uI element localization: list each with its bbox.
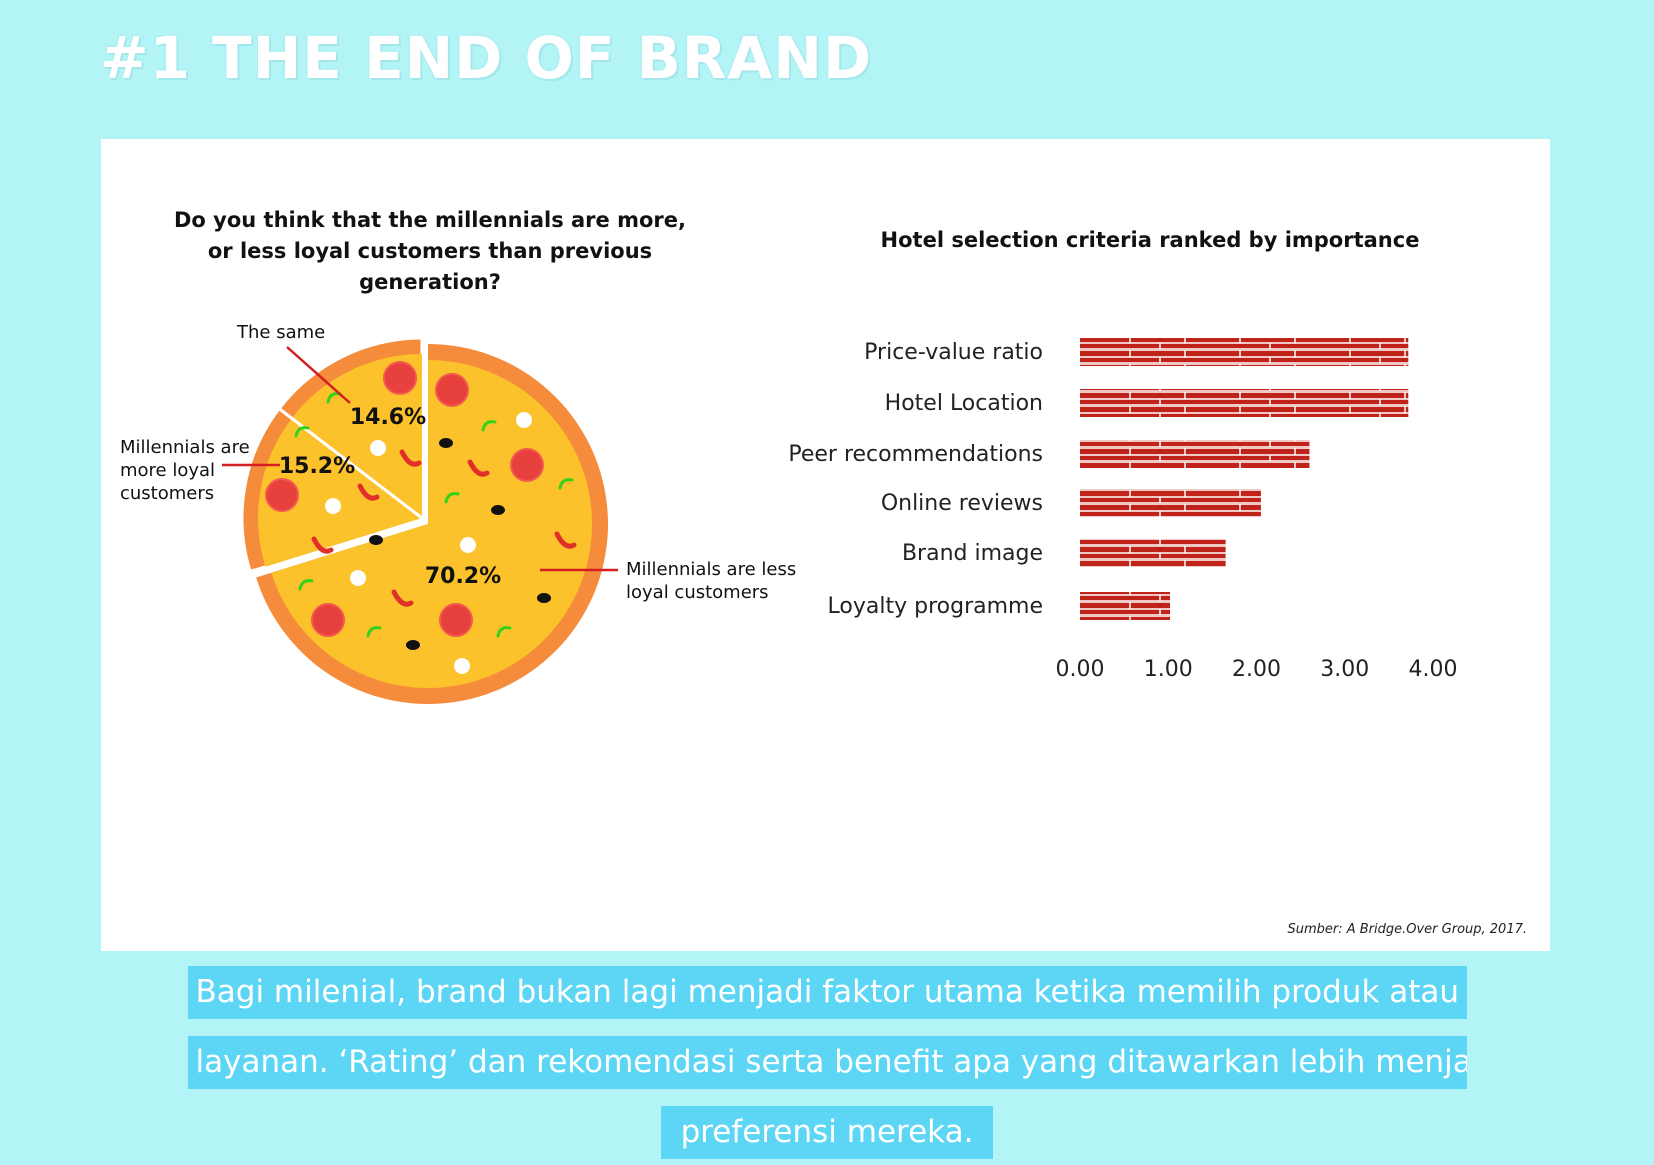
- pepperoni-topping-icon: [311, 603, 345, 637]
- bar-price-value-ratio: [1080, 338, 1409, 366]
- olive-topping-icon: [369, 535, 383, 545]
- herb-topping-icon: [294, 426, 310, 438]
- chart-panel: [101, 139, 1550, 951]
- pie-chart-title: Do you think that the millennials are mo…: [174, 208, 686, 294]
- pepperoni-topping-icon: [439, 603, 473, 637]
- mushroom-topping-icon: [454, 658, 470, 674]
- chili-topping-icon: [357, 483, 380, 501]
- olive-topping-icon: [537, 593, 551, 603]
- herb-topping-icon: [558, 478, 574, 490]
- x-tick-label: 4.00: [1409, 657, 1458, 682]
- bar-category-label: Brand image: [902, 541, 1043, 566]
- x-tick-label: 0.00: [1056, 657, 1105, 682]
- herb-topping-icon: [496, 626, 512, 638]
- leader-line-same: [286, 346, 351, 404]
- page-title: #1 THE END OF BRAND: [100, 24, 873, 92]
- bar-category-label: Loyalty programme: [828, 594, 1043, 619]
- caption-line-2: layanan. ‘Rating’ dan rekomendasi serta …: [187, 1036, 1467, 1089]
- herb-topping-icon: [298, 579, 314, 591]
- herb-topping-icon: [366, 626, 382, 638]
- caption: Bagi milenial, brand bukan lagi menjadi …: [0, 966, 1654, 1159]
- bar-category-label: Peer recommendations: [788, 442, 1043, 467]
- x-tick-label: 1.00: [1144, 657, 1193, 682]
- bar-category-label: Price-value ratio: [864, 340, 1043, 365]
- pepperoni-topping-icon: [383, 361, 417, 395]
- olive-topping-icon: [439, 438, 453, 448]
- mushroom-topping-icon: [370, 440, 386, 456]
- bar-category-label: Hotel Location: [885, 391, 1043, 416]
- bar-peer-recommendations: [1080, 440, 1310, 468]
- herb-topping-icon: [481, 420, 497, 432]
- pepperoni-topping-icon: [435, 373, 469, 407]
- bar-hotel-location: [1080, 389, 1409, 417]
- pie-legend-label-same: The same: [236, 322, 325, 343]
- mushroom-topping-icon: [460, 537, 476, 553]
- chili-topping-icon: [467, 459, 490, 477]
- pie-slice-more-loyal: [258, 418, 422, 567]
- herb-topping-icon: [444, 492, 460, 504]
- mushroom-topping-icon: [325, 498, 341, 514]
- pie-slice-less-loyal: [271, 360, 592, 688]
- pie-value-label-more-loyal: 15.2%: [279, 454, 355, 479]
- chili-topping-icon: [554, 531, 577, 549]
- chili-topping-icon: [311, 536, 334, 554]
- mushroom-topping-icon: [516, 412, 532, 428]
- caption-line-3: preferensi mereka.: [661, 1106, 993, 1159]
- source-note: Sumber: A Bridge.Over Group, 2017.: [1287, 922, 1527, 937]
- pie-slice-same: [291, 354, 422, 518]
- bar-loyalty-programme: [1080, 592, 1171, 620]
- mushroom-topping-icon: [350, 570, 366, 586]
- pepperoni-topping-icon: [265, 478, 299, 512]
- x-tick-label: 2.00: [1232, 657, 1281, 682]
- bar-chart-title: Hotel selection criteria ranked by impor…: [880, 228, 1420, 252]
- chili-topping-icon: [399, 449, 422, 467]
- olive-topping-icon: [491, 505, 505, 515]
- pie-legend-label-less-loyal: Millennials are less loyal customers: [626, 559, 796, 603]
- bar-category-label: Online reviews: [881, 491, 1043, 516]
- pie-value-label-less-loyal: 70.2%: [425, 564, 501, 589]
- olive-topping-icon: [406, 640, 420, 650]
- bar-brand-image: [1080, 539, 1226, 567]
- pie-value-label-same: 14.6%: [350, 405, 426, 430]
- chili-topping-icon: [391, 589, 414, 607]
- bar-online-reviews: [1080, 489, 1261, 517]
- x-tick-label: 3.00: [1320, 657, 1369, 682]
- pie-legend-label-more-loyal: Millennials are more loyal customers: [120, 437, 250, 504]
- pepperoni-topping-icon: [510, 448, 544, 482]
- caption-line-1: Bagi milenial, brand bukan lagi menjadi …: [187, 966, 1467, 1019]
